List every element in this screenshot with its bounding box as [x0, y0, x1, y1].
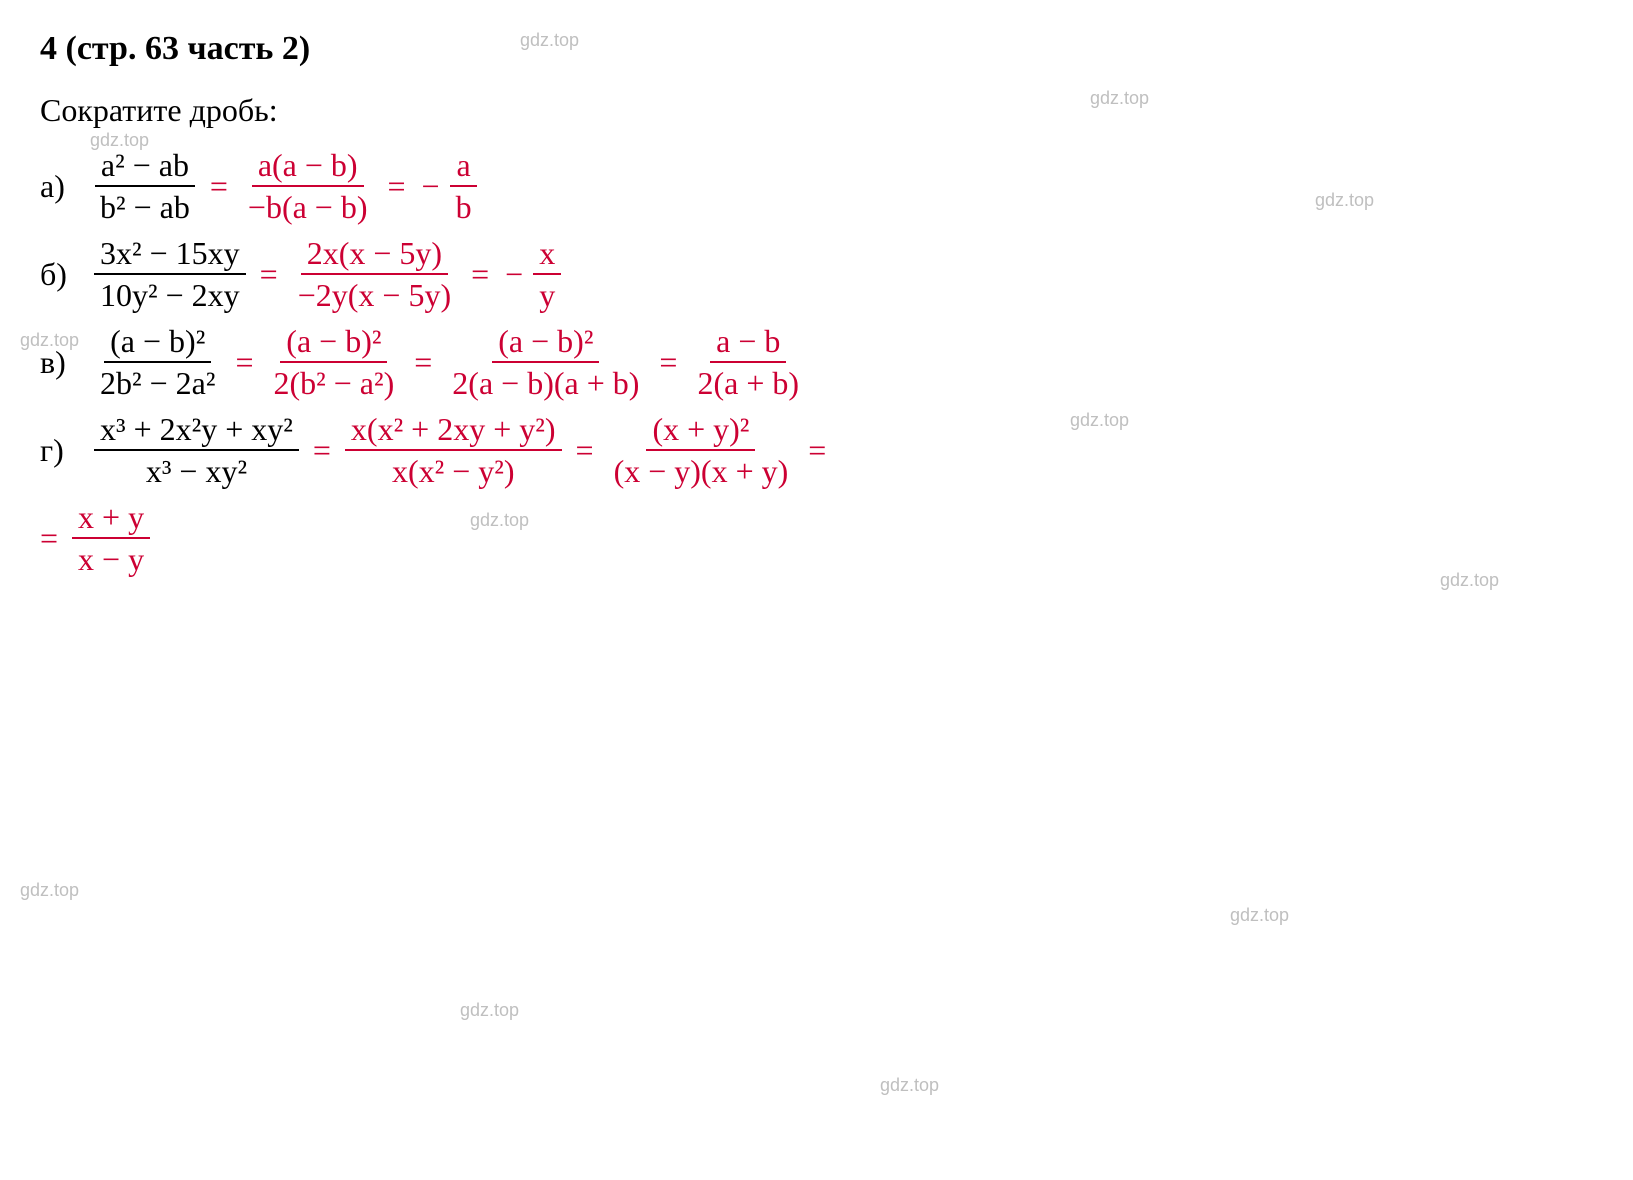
row-g: г) x³ + 2x²y + xy² x³ − xy² = x(x² + 2xy… — [40, 413, 1593, 487]
fraction-lhs: 3x² − 15xy 10y² − 2xy — [94, 237, 246, 311]
equals-sign: = — [40, 522, 58, 554]
numerator: (a − b)² — [104, 325, 211, 363]
numerator: 3x² − 15xy — [94, 237, 246, 275]
equals-sign: = — [260, 258, 278, 290]
equals-sign: = — [659, 346, 677, 378]
denominator: y — [533, 275, 561, 311]
row-g-continuation: = x + y x − y — [40, 501, 1593, 575]
watermark-text: gdz.top — [1230, 905, 1289, 926]
fraction-step: 2x(x − 5y) −2y(x − 5y) — [292, 237, 457, 311]
equals-sign: = — [471, 258, 489, 290]
denominator: x(x² − y²) — [386, 451, 521, 487]
row-label: в) — [40, 346, 76, 378]
numerator: x — [533, 237, 561, 275]
numerator: a — [450, 149, 476, 187]
equals-sign: = — [235, 346, 253, 378]
denominator: b — [450, 187, 478, 223]
numerator: (a − b)² — [492, 325, 599, 363]
watermark-text: gdz.top — [460, 1000, 519, 1021]
numerator: x(x² + 2xy + y²) — [345, 413, 562, 451]
numerator: a² − ab — [95, 149, 195, 187]
denominator: 10y² − 2xy — [94, 275, 246, 311]
fraction-lhs: a² − ab b² − ab — [94, 149, 196, 223]
row-v: в) (a − b)² 2b² − 2a² = (a − b)² 2(b² − … — [40, 325, 1593, 399]
fraction-step: (x + y)² (x − y)(x + y) — [608, 413, 795, 487]
equals-sign: = — [576, 434, 594, 466]
denominator: 2(b² − a²) — [267, 363, 400, 399]
fraction-rhs: x + y x − y — [72, 501, 150, 575]
fraction-rhs: x y — [533, 237, 561, 311]
minus-sign: − — [505, 258, 523, 290]
numerator: 2x(x − 5y) — [301, 237, 448, 275]
numerator: x + y — [72, 501, 150, 539]
denominator: b² − ab — [94, 187, 196, 223]
numerator: (x + y)² — [646, 413, 755, 451]
numerator: a − b — [710, 325, 786, 363]
fraction-lhs: (a − b)² 2b² − 2a² — [94, 325, 221, 399]
denominator: 2b² − 2a² — [94, 363, 221, 399]
equals-sign: = — [414, 346, 432, 378]
row-label: а) — [40, 170, 76, 202]
denominator: x − y — [72, 539, 150, 575]
fraction-step: (a − b)² 2(b² − a²) — [267, 325, 400, 399]
row-label: г) — [40, 434, 76, 466]
fraction-rhs: a b — [450, 149, 478, 223]
row-b: б) 3x² − 15xy 10y² − 2xy = 2x(x − 5y) −2… — [40, 237, 1593, 311]
fraction-step: (a − b)² 2(a − b)(a + b) — [446, 325, 645, 399]
watermark-text: gdz.top — [880, 1075, 939, 1096]
denominator: (x − y)(x + y) — [608, 451, 795, 487]
fraction-lhs: x³ + 2x²y + xy² x³ − xy² — [94, 413, 299, 487]
equals-sign: = — [388, 170, 406, 202]
equals-sign: = — [313, 434, 331, 466]
numerator: a(a − b) — [252, 149, 364, 187]
exercise-title: 4 (стр. 63 часть 2) — [40, 30, 1593, 68]
fraction-rhs: a − b 2(a + b) — [691, 325, 805, 399]
row-a: а) a² − ab b² − ab = a(a − b) −b(a − b) … — [40, 149, 1593, 223]
denominator: 2(a + b) — [691, 363, 805, 399]
equals-sign: = — [210, 170, 228, 202]
denominator: 2(a − b)(a + b) — [446, 363, 645, 399]
denominator: −2y(x − 5y) — [292, 275, 457, 311]
fraction-step: a(a − b) −b(a − b) — [242, 149, 374, 223]
fraction-step: x(x² + 2xy + y²) x(x² − y²) — [345, 413, 562, 487]
watermark-text: gdz.top — [20, 880, 79, 901]
denominator: x³ − xy² — [140, 451, 253, 487]
minus-sign: − — [422, 170, 440, 202]
denominator: −b(a − b) — [242, 187, 374, 223]
numerator: x³ + 2x²y + xy² — [94, 413, 299, 451]
instruction-text: Сократите дробь: — [40, 92, 1593, 129]
row-label: б) — [40, 258, 76, 290]
equals-sign: = — [808, 434, 826, 466]
numerator: (a − b)² — [280, 325, 387, 363]
